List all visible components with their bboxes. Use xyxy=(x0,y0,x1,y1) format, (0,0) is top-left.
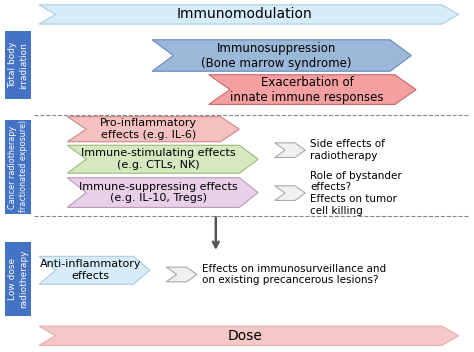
Bar xyxy=(5,120,31,214)
Text: Immune-suppressing effects
(e.g. IL-10, Tregs): Immune-suppressing effects (e.g. IL-10, … xyxy=(79,182,237,203)
Polygon shape xyxy=(39,256,150,284)
Polygon shape xyxy=(39,5,458,24)
Polygon shape xyxy=(67,145,258,173)
Polygon shape xyxy=(275,186,305,200)
Text: Cancer radiotherapy
(fractionated exposure): Cancer radiotherapy (fractionated exposu… xyxy=(9,120,28,215)
Text: Exacerbation of
innate immune responses: Exacerbation of innate immune responses xyxy=(230,76,384,103)
Bar xyxy=(5,31,31,99)
Text: Role of bystander
effects?
Effects on tumor
cell killing: Role of bystander effects? Effects on tu… xyxy=(310,171,402,215)
Text: Low dose
radiotherapy: Low dose radiotherapy xyxy=(9,250,28,308)
Text: Pro-inflammatory
effects (e.g. IL-6): Pro-inflammatory effects (e.g. IL-6) xyxy=(100,118,197,140)
Polygon shape xyxy=(209,75,416,105)
Text: Immunomodulation: Immunomodulation xyxy=(177,7,312,21)
Polygon shape xyxy=(67,178,258,207)
Polygon shape xyxy=(67,117,239,142)
Polygon shape xyxy=(275,143,305,157)
Text: Immunosuppression
(Bone marrow syndrome): Immunosuppression (Bone marrow syndrome) xyxy=(201,42,352,69)
Text: Total body
irradiation: Total body irradiation xyxy=(9,42,28,89)
Polygon shape xyxy=(39,326,458,345)
Polygon shape xyxy=(166,267,197,282)
Bar xyxy=(5,243,31,316)
Polygon shape xyxy=(152,40,411,71)
Text: Effects on immunosurveillance and
on existing precancerous lesions?: Effects on immunosurveillance and on exi… xyxy=(201,264,386,285)
Text: Dose: Dose xyxy=(227,329,262,343)
Text: Immune-stimulating effects
(e.g. CTLs, NK): Immune-stimulating effects (e.g. CTLs, N… xyxy=(81,149,236,170)
Text: Anti-inflammatory
effects: Anti-inflammatory effects xyxy=(40,259,141,281)
Text: Side effects of
radiotherapy: Side effects of radiotherapy xyxy=(310,139,385,161)
